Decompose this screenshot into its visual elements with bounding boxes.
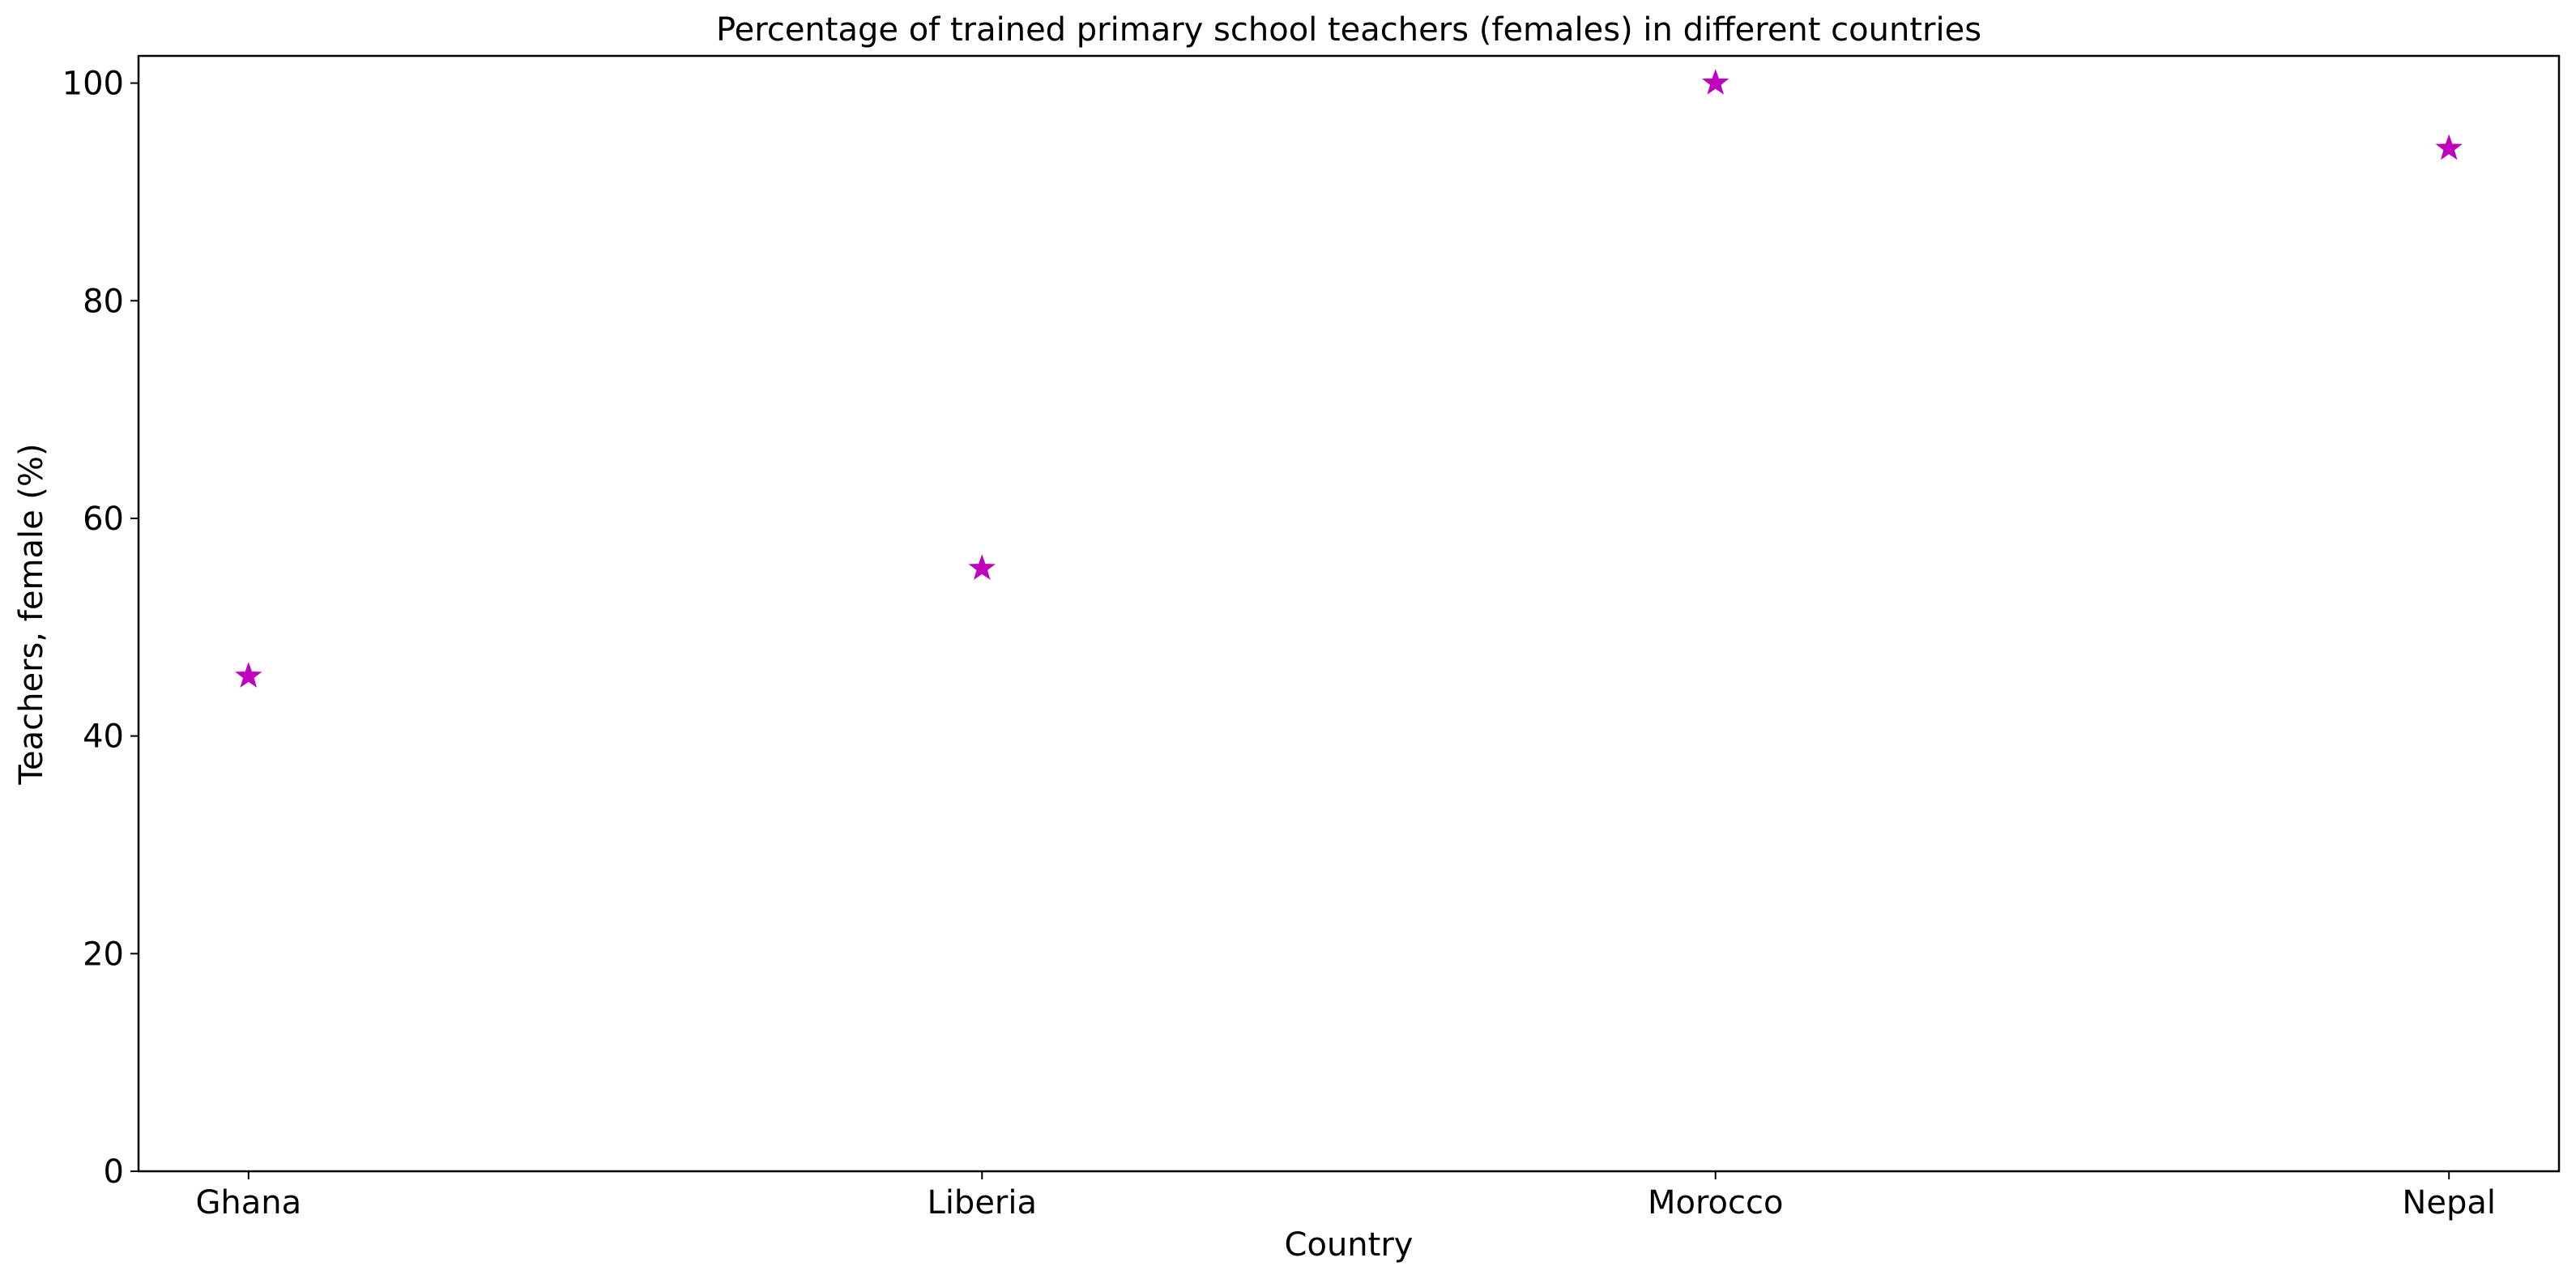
x-tick-label: Ghana — [195, 1184, 301, 1221]
plot-area: 0 20 40 60 80 100 Ghana Liberia Morocco Nepal — [62, 54, 2561, 1221]
chart-title: Percentage of trained primary school tea… — [716, 11, 1981, 49]
data-point-star — [968, 554, 996, 580]
data-point-star — [2435, 134, 2463, 160]
data-point-star — [235, 662, 262, 688]
plot-frame — [137, 54, 2561, 1173]
y-tick-label: 20 — [83, 936, 124, 973]
x-tick-label: Morocco — [1648, 1184, 1783, 1221]
data-point-star — [1702, 69, 1729, 95]
x-tick-label: Nepal — [2402, 1184, 2496, 1221]
x-tick-label: Liberia — [928, 1184, 1037, 1221]
y-tick-label: 60 — [83, 501, 124, 538]
y-tick-label: 40 — [83, 718, 124, 756]
y-tick-label: 0 — [104, 1153, 124, 1191]
y-tick-label: 100 — [62, 66, 124, 103]
y-axis-label: Teachers, female (%) — [13, 443, 50, 785]
y-tick-label: 80 — [83, 283, 124, 320]
x-axis-label: Country — [1285, 1226, 1414, 1264]
